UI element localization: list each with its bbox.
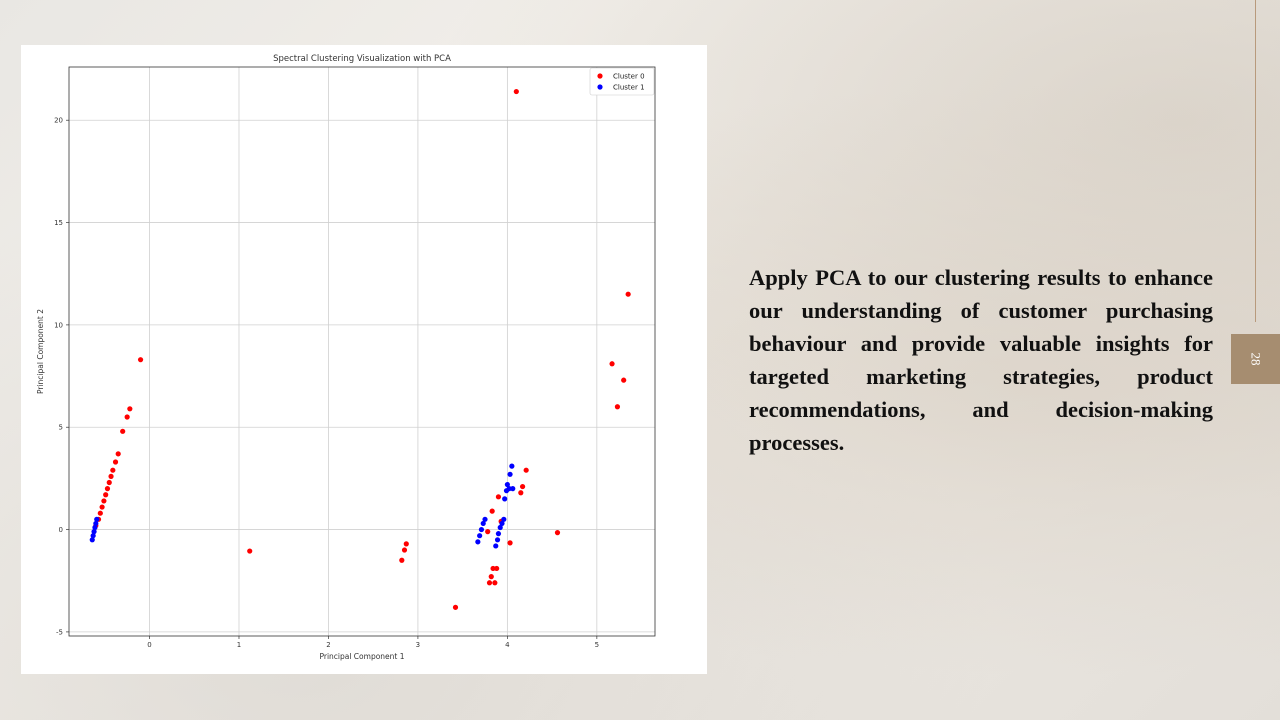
axis-ticks: 0 1 2 3 4 5 -5 0 5 10 15 20 — [54, 117, 599, 649]
data-point-cluster-1 — [502, 496, 508, 502]
data-point-cluster-0 — [108, 473, 114, 479]
data-point-cluster-0 — [495, 494, 502, 500]
legend-label-cluster-0: Cluster 0 — [613, 73, 645, 81]
data-point-cluster-0 — [97, 510, 103, 516]
data-point-cluster-1 — [497, 524, 503, 531]
data-point-cluster-1 — [493, 543, 499, 549]
data-point-cluster-1 — [93, 520, 99, 527]
data-point-cluster-1 — [482, 516, 488, 522]
page-number: 28 — [1248, 352, 1264, 366]
data-point-cluster-0 — [513, 88, 519, 95]
scatter-chart: 0 1 2 3 4 5 -5 0 5 10 15 20 Spectral Clustering Vis… — [21, 45, 707, 674]
data-point-cluster-1 — [504, 481, 510, 488]
y-tick-label: -5 — [56, 628, 63, 636]
data-point-cluster-0 — [399, 557, 405, 563]
data-point-cluster-1 — [494, 537, 501, 543]
data-point-cluster-0 — [485, 529, 491, 535]
x-tick-label: 2 — [326, 641, 330, 649]
legend-marker-cluster-0 — [597, 73, 603, 79]
data-point-cluster-0 — [523, 467, 529, 473]
data-point-cluster-1 — [92, 524, 98, 531]
data-point-cluster-1 — [506, 486, 512, 492]
data-point-cluster-0 — [106, 479, 112, 486]
data-point-cluster-0 — [112, 459, 119, 465]
y-tick-label: 10 — [54, 321, 63, 329]
data-point-cluster-1 — [91, 529, 97, 535]
plot-area-frame — [68, 66, 656, 637]
data-point-cluster-0 — [137, 357, 144, 363]
data-point-cluster-0 — [403, 541, 409, 547]
data-point-cluster-1 — [480, 520, 486, 527]
data-point-cluster-1 — [94, 516, 100, 522]
data-point-cluster-1 — [499, 520, 505, 527]
data-point-cluster-0 — [120, 428, 126, 434]
data-point-cluster-1 — [509, 463, 515, 469]
grid-lines — [69, 67, 655, 636]
x-axis-label: Principal Component 1 — [319, 652, 404, 661]
data-point-cluster-0 — [401, 547, 408, 553]
y-axis-label: Principal Component 2 — [36, 309, 45, 394]
data-point-cluster-1 — [475, 539, 481, 545]
slide-body-text: Apply PCA to our clustering results to e… — [749, 265, 1213, 455]
y-tick-label: 0 — [59, 526, 63, 534]
data-point-cluster-0 — [486, 580, 493, 586]
x-tick-label: 4 — [505, 641, 510, 649]
data-point-cluster-0 — [101, 498, 107, 504]
data-point-cluster-1 — [495, 531, 502, 537]
data-point-cluster-0 — [621, 377, 627, 383]
data-point-cluster-1 — [477, 533, 483, 539]
data-point-cluster-0 — [124, 414, 130, 420]
data-point-cluster-0 — [507, 540, 513, 546]
data-point-cluster-0 — [489, 508, 495, 514]
y-tick-label: 20 — [54, 117, 63, 125]
data-point-cluster-1 — [478, 526, 485, 533]
data-point-cluster-0 — [625, 291, 631, 297]
data-point-cluster-0 — [247, 548, 253, 554]
x-tick-label: 0 — [147, 641, 151, 649]
data-point-cluster-0 — [494, 565, 500, 572]
data-point-cluster-0 — [115, 451, 121, 457]
x-tick-label: 3 — [416, 641, 420, 649]
data-point-cluster-0 — [104, 486, 111, 492]
data-point-cluster-0 — [614, 404, 621, 410]
data-point-cluster-0 — [519, 483, 526, 490]
data-point-cluster-0 — [490, 565, 496, 572]
chart-background — [21, 45, 707, 674]
legend-box — [589, 67, 655, 96]
page-number-badge: 28 — [1231, 334, 1280, 384]
x-tick-label: 5 — [595, 641, 599, 649]
data-point-cluster-0 — [110, 467, 116, 473]
data-point-cluster-1 — [501, 516, 507, 522]
chart-svg: 0 1 2 3 4 5 -5 0 5 10 15 20 Spectral Clustering Vis… — [21, 45, 707, 674]
data-point-cluster-1 — [510, 486, 516, 492]
x-tick-label: 1 — [237, 641, 241, 649]
data-point-cluster-0 — [452, 604, 459, 610]
data-point-cluster-0 — [609, 361, 615, 367]
legend-marker-cluster-1 — [597, 84, 603, 90]
data-points — [89, 88, 631, 610]
data-point-cluster-1 — [507, 471, 513, 477]
data-point-cluster-0 — [488, 574, 494, 580]
data-point-cluster-0 — [518, 490, 524, 496]
y-tick-label: 15 — [54, 219, 63, 227]
y-tick-label: 5 — [59, 424, 63, 432]
data-point-cluster-0 — [127, 406, 133, 412]
chart-title: Spectral Clustering Visualization with P… — [273, 54, 451, 64]
legend-label-cluster-1: Cluster 1 — [613, 84, 645, 92]
data-point-cluster-0 — [99, 504, 105, 510]
accent-divider-line — [1255, 0, 1256, 322]
data-point-cluster-1 — [89, 537, 95, 543]
data-point-cluster-0 — [103, 492, 109, 498]
data-point-cluster-1 — [90, 533, 96, 539]
data-point-cluster-0 — [554, 530, 561, 536]
chart-legend: Cluster 0 Cluster 1 — [589, 67, 655, 96]
data-point-cluster-0 — [492, 580, 498, 586]
